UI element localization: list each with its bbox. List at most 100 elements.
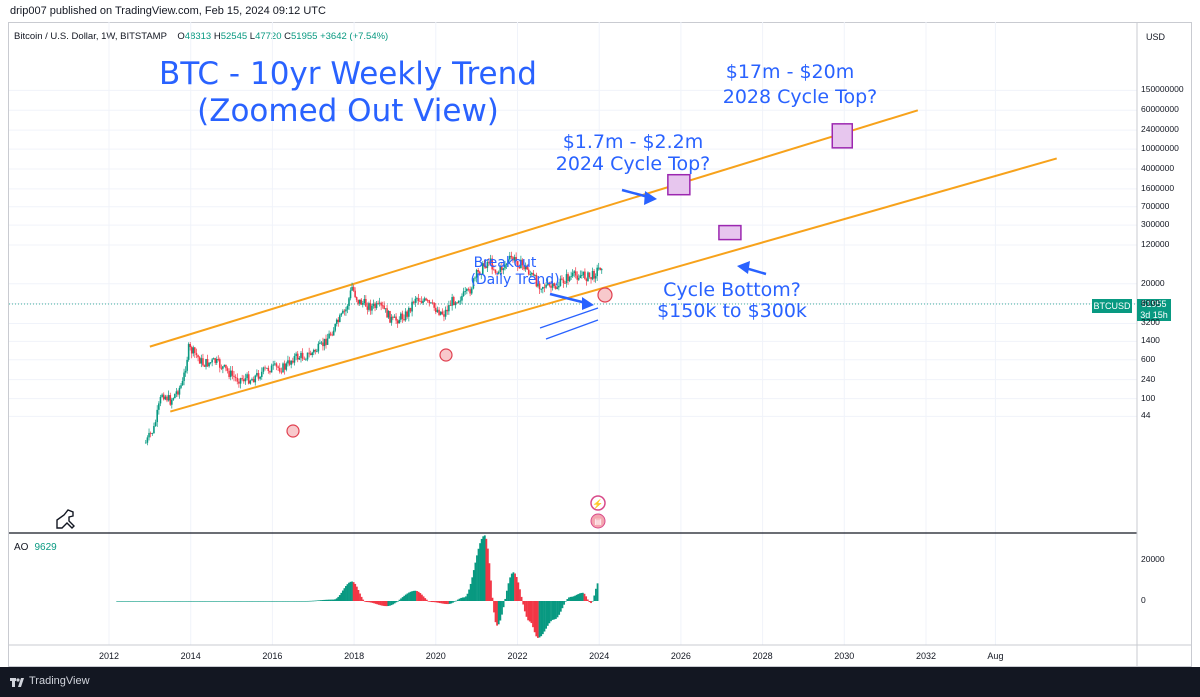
price-candle: [558, 285, 560, 288]
ao-bar: [136, 601, 139, 602]
ao-bar: [282, 601, 285, 602]
ao-bar: [205, 601, 208, 602]
bar-countdown: 3d 15h: [1140, 310, 1168, 320]
price-candle: [208, 362, 210, 367]
price-candle: [178, 387, 181, 395]
price-candle: [535, 275, 538, 287]
halving-circle-2016: [286, 424, 300, 438]
price-candle: [247, 374, 250, 384]
ao-bar: [249, 601, 252, 602]
ao-bar: [213, 601, 216, 602]
price-candle: [419, 300, 421, 302]
ao-bar: [381, 601, 383, 606]
ao-bar: [448, 601, 451, 604]
price-candle: [585, 278, 588, 282]
ao-legend[interactable]: AO 9629: [14, 542, 57, 553]
price-candle: [483, 263, 486, 267]
chart-panel[interactable]: [8, 22, 1192, 667]
price-candle: [352, 286, 355, 291]
ao-bar: [463, 597, 466, 601]
ao-bar: [152, 601, 155, 602]
price-candle: [570, 276, 572, 277]
ao-bar: [360, 596, 363, 601]
price-candle: [158, 403, 160, 410]
price-candle: [270, 365, 273, 373]
ao-bar: [522, 601, 525, 605]
price-candle: [238, 381, 240, 384]
ao-bar: [236, 601, 239, 602]
low-value: 47720: [255, 31, 282, 42]
ao-bar: [268, 601, 270, 602]
ao-bar: [120, 601, 123, 602]
price-candle: [406, 311, 409, 317]
ao-bar: [558, 601, 561, 615]
price-candle: [474, 277, 476, 279]
ao-bar: [527, 601, 530, 621]
currency-label[interactable]: USD: [1146, 32, 1166, 42]
price-candle: [561, 278, 563, 280]
ao-bar: [434, 601, 436, 603]
price-candle: [274, 363, 276, 365]
price-candle: [193, 347, 196, 353]
price-candle: [309, 353, 312, 356]
price-candle: [501, 266, 503, 271]
ao-bar: [408, 592, 410, 601]
ao-bar: [519, 589, 521, 601]
price-candle: [384, 308, 387, 310]
price-candle: [154, 422, 157, 426]
ao-bar: [517, 582, 520, 601]
price-candle: [308, 352, 310, 354]
ao-bar: [239, 601, 242, 602]
price-candle: [166, 396, 168, 401]
target-box: [718, 224, 742, 241]
ao-bar: [197, 601, 200, 602]
ao-bar: [285, 601, 288, 602]
price-candle: [151, 433, 154, 434]
price-candle: [280, 371, 283, 373]
ao-bar: [373, 601, 376, 604]
price-candle: [228, 370, 230, 377]
ao-bar: [416, 591, 418, 601]
ao-bar: [548, 601, 551, 624]
price-candle: [337, 319, 340, 323]
ao-bar: [229, 601, 231, 602]
target-box: [667, 173, 691, 196]
ao-bar: [169, 601, 172, 602]
ao-bar: [476, 555, 478, 601]
ao-bar: [566, 599, 569, 601]
price-tick-label: 60000000: [1141, 104, 1179, 115]
price-candle: [267, 367, 270, 371]
open-label: O: [177, 31, 185, 42]
ao-bar: [563, 601, 565, 605]
ao-bar: [545, 601, 547, 629]
price-candle: [543, 286, 546, 288]
ao-bar: [450, 601, 453, 604]
ao-bar: [286, 601, 289, 602]
ao-bar: [412, 590, 415, 601]
ao-bar: [593, 595, 596, 601]
bolt-icon: ⚡: [592, 498, 603, 510]
ao-bar: [556, 601, 559, 618]
price-candle: [554, 286, 557, 289]
price-candle: [414, 298, 417, 303]
ao-bar: [224, 601, 227, 602]
ao-bar: [218, 601, 220, 602]
price-candle: [431, 302, 434, 304]
price-candle: [515, 257, 517, 262]
ao-tick-label: 20000: [1141, 554, 1165, 564]
price-candle: [478, 271, 481, 275]
price-tick-label: 1400: [1141, 335, 1160, 346]
ao-bar: [307, 600, 310, 602]
ao-bar: [493, 601, 495, 613]
price-candle: [206, 359, 209, 367]
close-label: C: [284, 31, 292, 42]
ao-bar: [586, 599, 589, 601]
ao-bar: [182, 601, 184, 602]
ao-bar: [238, 601, 241, 602]
price-candle: [175, 391, 178, 394]
price-candle: [504, 264, 506, 269]
ao-bar: [308, 600, 311, 602]
ao-bar: [189, 601, 192, 602]
price-candle: [457, 300, 460, 303]
